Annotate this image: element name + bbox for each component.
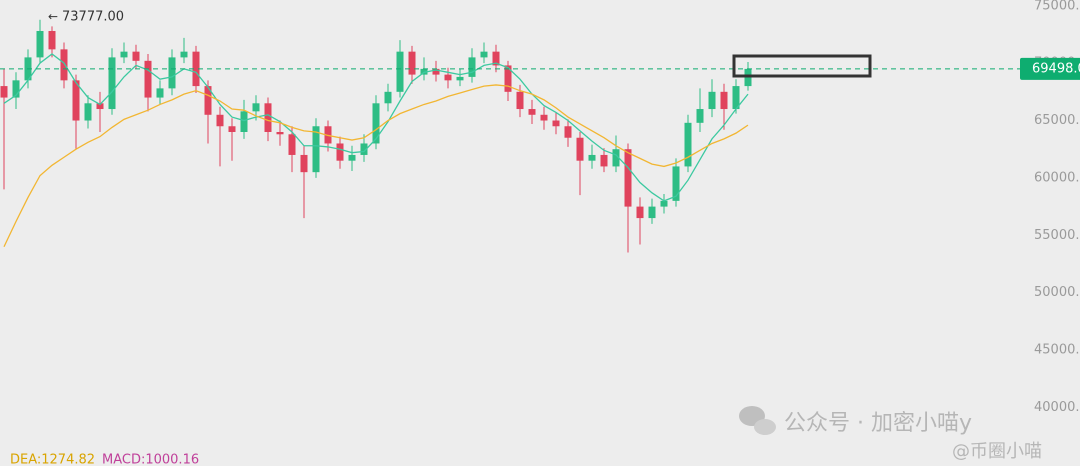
moving-average	[3, 53, 749, 202]
candle-body	[492, 51, 500, 66]
candle-body	[180, 51, 188, 58]
candle-body	[660, 200, 668, 207]
candle-body	[96, 103, 104, 110]
candle-body	[48, 30, 56, 50]
candle-body	[132, 51, 140, 61]
y-tick-label: 65000.0	[1034, 113, 1080, 128]
candle-body	[252, 103, 260, 112]
y-tick-label: 45000.0	[1034, 343, 1080, 358]
candle-body	[552, 120, 560, 127]
candle-body	[144, 60, 152, 98]
candle-body	[228, 126, 236, 132]
last-price-box	[1020, 57, 1080, 80]
candle-body	[276, 131, 284, 135]
candle-body	[372, 103, 380, 144]
candle-body	[264, 103, 272, 132]
candle-body	[540, 114, 548, 121]
high-arrow: ←	[48, 9, 58, 23]
candle-body	[504, 65, 512, 92]
candle-body	[696, 109, 704, 123]
candle-body	[432, 68, 440, 75]
last-price-label: 69498.0	[1032, 61, 1080, 76]
candle-body	[624, 149, 632, 207]
candle-body	[360, 143, 368, 155]
candle-body	[60, 49, 68, 81]
candle-body	[600, 154, 608, 167]
watermark-handle: @币圈小喵	[952, 441, 1042, 462]
candle-body	[12, 80, 20, 98]
moving-average	[3, 84, 749, 248]
y-tick-label: 75000.0	[1034, 0, 1080, 13]
candle-body	[564, 126, 572, 138]
candle-body	[288, 134, 296, 155]
candle-body	[72, 80, 80, 121]
candle-body	[708, 91, 716, 110]
candle-body	[636, 206, 644, 219]
candle-body	[384, 91, 392, 104]
candle-body	[348, 154, 356, 161]
candle-body	[240, 111, 248, 132]
candle-body	[0, 86, 8, 98]
candle-body	[120, 51, 128, 58]
candle-body	[156, 88, 164, 98]
candle-body	[528, 109, 536, 115]
candle-body	[576, 137, 584, 161]
y-tick-label: 40000.0	[1034, 400, 1080, 415]
candle-body	[204, 86, 212, 115]
y-tick-label: 50000.0	[1034, 285, 1080, 300]
candle-body	[516, 91, 524, 110]
candle-body	[672, 166, 680, 201]
candle-body	[300, 154, 308, 173]
watermark-account: 公众号 · 加密小喵y	[784, 411, 972, 436]
candle-body	[588, 154, 596, 161]
candle-body	[216, 114, 224, 127]
candle-body	[648, 206, 656, 219]
candle-body	[192, 51, 200, 87]
candle-body	[312, 126, 320, 173]
y-tick-label: 55000.0	[1034, 228, 1080, 243]
wechat-icon	[754, 419, 776, 435]
y-tick-label: 60000.0	[1034, 170, 1080, 185]
candle-body	[732, 86, 740, 110]
indicator-dea: DEA:1274.82	[10, 453, 95, 466]
indicator-macd: MACD:1000.16	[102, 453, 199, 466]
candle-body	[36, 30, 44, 58]
candle-body	[444, 74, 452, 81]
candle-body	[720, 91, 728, 110]
candle-body	[480, 51, 488, 58]
candle-body	[408, 51, 416, 75]
candle-body	[108, 57, 116, 110]
candle-body	[612, 149, 620, 167]
candle-body	[84, 103, 92, 121]
candle-body	[684, 122, 692, 167]
high-label: 73777.00	[62, 9, 124, 24]
candle-body	[396, 51, 404, 92]
candle-body	[336, 143, 344, 161]
highlight-box	[732, 54, 872, 78]
candle-body	[168, 57, 176, 89]
candle-body	[468, 57, 476, 77]
candle-body	[456, 76, 464, 81]
watermark: 公众号 · 加密小喵y @币圈小喵	[739, 406, 1042, 462]
